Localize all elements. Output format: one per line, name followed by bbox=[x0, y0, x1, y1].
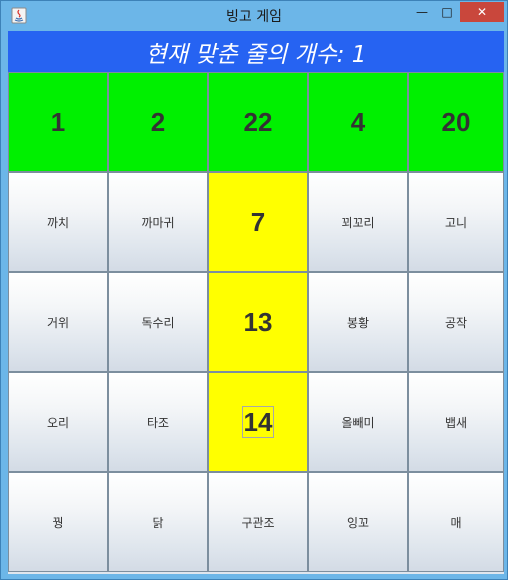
bingo-cell-1-2[interactable]: 7 bbox=[208, 172, 308, 272]
close-button[interactable]: ✕ bbox=[460, 2, 504, 22]
bingo-cell-0-2[interactable]: 22 bbox=[208, 72, 308, 172]
bingo-cell-0-4[interactable]: 20 bbox=[408, 72, 504, 172]
bingo-cell-3-3[interactable]: 올빼미 bbox=[308, 372, 408, 472]
minimize-button[interactable]: — bbox=[409, 2, 435, 22]
bingo-cell-4-0[interactable]: 꿩 bbox=[8, 472, 108, 572]
bingo-cell-4-1[interactable]: 닭 bbox=[108, 472, 208, 572]
bingo-cell-1-0[interactable]: 까치 bbox=[8, 172, 108, 272]
maximize-button[interactable]: □ bbox=[435, 2, 459, 22]
bingo-grid: 1 2 22 4 20 까치 까마귀 7 꾀꼬리 고니 거위 독수리 13 봉황… bbox=[8, 72, 504, 572]
bingo-cell-3-1[interactable]: 타조 bbox=[108, 372, 208, 472]
bingo-cell-1-4[interactable]: 고니 bbox=[408, 172, 504, 272]
bingo-cell-0-0[interactable]: 1 bbox=[8, 72, 108, 172]
bingo-panel: 현재 맞춘 줄의 개수: 1 1 2 22 4 20 까치 까마귀 7 꾀꼬리 … bbox=[8, 31, 504, 574]
matched-lines-label: 현재 맞춘 줄의 개수: 1 bbox=[8, 31, 504, 72]
bingo-cell-3-2[interactable]: 14 bbox=[208, 372, 308, 472]
bingo-cell-4-4[interactable]: 매 bbox=[408, 472, 504, 572]
title-bar[interactable]: 빙고 게임 — □ ✕ bbox=[1, 1, 507, 31]
bingo-cell-3-4[interactable]: 뱁새 bbox=[408, 372, 504, 472]
bingo-cell-4-2[interactable]: 구관조 bbox=[208, 472, 308, 572]
bingo-cell-2-0[interactable]: 거위 bbox=[8, 272, 108, 372]
bingo-cell-0-3[interactable]: 4 bbox=[308, 72, 408, 172]
focused-cell-label: 14 bbox=[242, 406, 275, 438]
bingo-cell-2-1[interactable]: 독수리 bbox=[108, 272, 208, 372]
bingo-cell-3-0[interactable]: 오리 bbox=[8, 372, 108, 472]
bingo-cell-1-3[interactable]: 꾀꼬리 bbox=[308, 172, 408, 272]
bingo-cell-2-4[interactable]: 공작 bbox=[408, 272, 504, 372]
bingo-cell-2-2[interactable]: 13 bbox=[208, 272, 308, 372]
bingo-cell-4-3[interactable]: 잉꼬 bbox=[308, 472, 408, 572]
bingo-cell-2-3[interactable]: 봉황 bbox=[308, 272, 408, 372]
bingo-cell-0-1[interactable]: 2 bbox=[108, 72, 208, 172]
bingo-cell-1-1[interactable]: 까마귀 bbox=[108, 172, 208, 272]
